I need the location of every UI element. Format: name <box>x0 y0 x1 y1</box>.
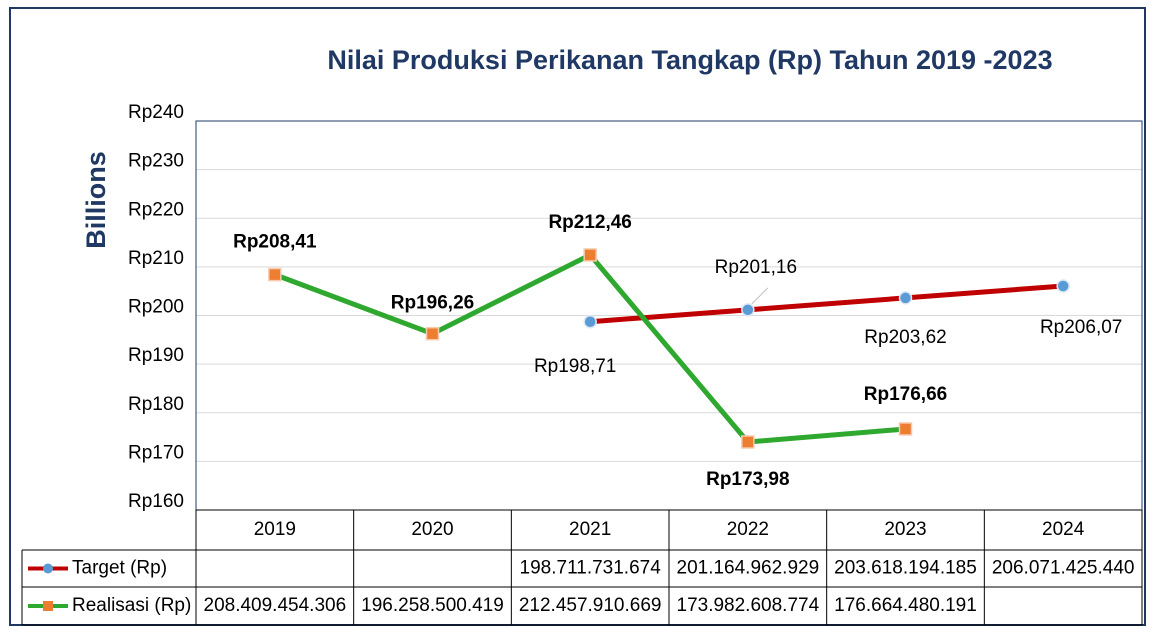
table-cell: 201.164.962.929 <box>677 558 820 579</box>
data-label: Rp212,46 <box>548 212 631 233</box>
table-cell: 212.457.910.669 <box>519 595 662 616</box>
table-cell: 203.618.194.185 <box>834 558 977 579</box>
y-tick-label: Rp240 <box>128 102 184 123</box>
y-tick-label: Rp220 <box>128 199 184 220</box>
marker <box>898 291 913 305</box>
table-cell: 173.982.608.774 <box>677 595 820 616</box>
marker <box>898 422 913 436</box>
leader-line <box>751 287 769 305</box>
legend-label: Realisasi (Rp) <box>72 595 191 616</box>
legend-marker <box>43 601 53 611</box>
marker <box>1056 279 1070 293</box>
data-label: Rp196,26 <box>391 293 474 314</box>
table-cell: 206.071.425.440 <box>992 558 1135 579</box>
x-tick-label: 2022 <box>727 519 769 540</box>
y-tick-label: Rp230 <box>128 151 184 172</box>
y-tick-label: Rp180 <box>128 394 184 415</box>
data-label: Rp198,71 <box>534 356 616 377</box>
data-label: Rp208,41 <box>233 232 317 253</box>
table-cell: 176.664.480.191 <box>834 595 977 616</box>
data-label: Rp201,16 <box>715 257 797 278</box>
legend-label: Target (Rp) <box>72 558 167 579</box>
table-cell: 198.711.731.674 <box>520 558 662 579</box>
chart-title: Nilai Produksi Perikanan Tangkap (Rp) Ta… <box>327 45 1052 75</box>
y-tick-label: Rp190 <box>128 345 184 366</box>
marker <box>583 248 597 262</box>
marker <box>741 303 755 317</box>
x-tick-label: 2024 <box>1042 519 1085 540</box>
data-label: Rp206,07 <box>1040 317 1122 338</box>
marker <box>583 315 597 329</box>
table-cell: 196.258.500.419 <box>361 595 504 616</box>
x-tick-label: 2020 <box>411 519 453 540</box>
legend-marker <box>43 563 53 574</box>
frame <box>9 7 1146 626</box>
y-tick-label: Rp210 <box>128 248 184 269</box>
y-tick-label: Rp160 <box>128 491 184 512</box>
x-tick-label: 2021 <box>569 519 611 540</box>
marker <box>425 326 440 341</box>
marker <box>268 267 282 282</box>
x-tick-label: 2023 <box>884 519 926 540</box>
data-label: Rp173,98 <box>706 469 789 490</box>
table-cell: 208.409.454.306 <box>204 595 347 616</box>
marker <box>741 435 755 449</box>
x-tick-label: 2019 <box>254 519 296 540</box>
y-tick-label: Rp170 <box>128 442 184 463</box>
data-label: Rp176,66 <box>864 384 947 405</box>
series-line <box>589 283 1064 325</box>
y-tick-label: Rp200 <box>128 297 184 318</box>
data-label: Rp203,62 <box>864 327 946 348</box>
y-axis-label: Billions <box>81 151 111 249</box>
